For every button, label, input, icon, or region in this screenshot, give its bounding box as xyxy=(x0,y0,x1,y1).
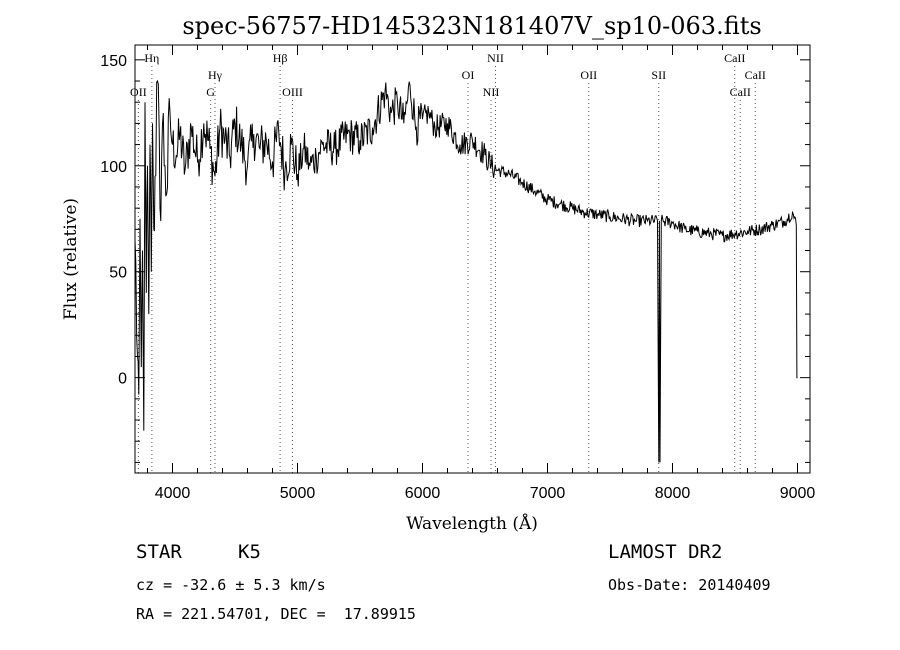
observation-date: Obs-Date: 20140409 xyxy=(608,576,771,594)
plot-frame xyxy=(134,44,811,474)
spectral-line-label: OIII xyxy=(282,85,303,99)
object-type: STAR xyxy=(136,541,182,563)
survey-name: LAMOST DR2 xyxy=(608,541,723,563)
spectral-line-label: SII xyxy=(651,68,666,82)
x-tick-label: 6000 xyxy=(405,485,441,502)
spectral-line-label: CaII xyxy=(730,85,751,99)
x-tick-label: 7000 xyxy=(530,485,566,502)
x-tick-label: 4000 xyxy=(155,485,191,502)
redshift-velocity: cz = -32.6 ± 5.3 km/s xyxy=(136,576,326,594)
y-tick-label: 50 xyxy=(109,265,127,282)
y-tick-label: 0 xyxy=(118,371,127,388)
spectral-line-label: NII xyxy=(483,85,500,99)
spectrum-series-line xyxy=(134,79,798,463)
spectral-line-label: OII xyxy=(130,85,147,99)
spectral-line-label: OI xyxy=(462,68,475,82)
x-tick-label: 5000 xyxy=(280,485,316,502)
spectral-line-label: CaII xyxy=(745,68,766,82)
spectral-line-label: OII xyxy=(580,68,597,82)
spectral-line-label: CaII xyxy=(724,51,745,65)
x-tick-label: 9000 xyxy=(780,485,816,502)
spectral-line-label: Hγ xyxy=(208,68,223,82)
spectral-line-label: G xyxy=(206,85,215,99)
spectral-line-label: Hβ xyxy=(273,51,288,65)
y-tick-label: 150 xyxy=(100,53,127,70)
y-axis-label: Flux (relative) xyxy=(61,198,81,320)
y-tick-label: 100 xyxy=(100,159,127,176)
sky-coordinates: RA = 221.54701, DEC = 17.89915 xyxy=(136,605,416,623)
spectral-line-label: NII xyxy=(487,51,504,65)
object-subclass: K5 xyxy=(238,541,261,563)
spectral-line-label: Hη xyxy=(144,51,159,65)
x-axis-label: Wavelength (Å) xyxy=(406,513,538,534)
chart-title: spec-56757-HD145323N181407V_sp10-063.fit… xyxy=(182,12,761,40)
x-tick-label: 8000 xyxy=(655,485,691,502)
